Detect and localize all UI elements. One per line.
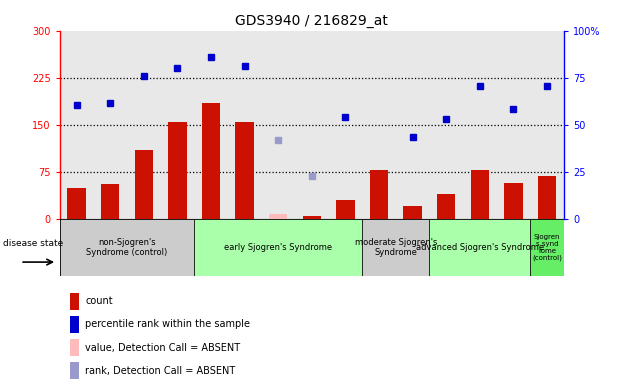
Text: disease state: disease state xyxy=(3,239,64,248)
Bar xyxy=(70,339,79,356)
Text: value, Detection Call = ABSENT: value, Detection Call = ABSENT xyxy=(85,343,240,353)
Bar xyxy=(228,31,261,219)
Text: early Sjogren's Syndrome: early Sjogren's Syndrome xyxy=(224,243,332,252)
FancyBboxPatch shape xyxy=(430,219,530,276)
Bar xyxy=(437,194,455,219)
FancyBboxPatch shape xyxy=(60,219,194,276)
Bar xyxy=(538,176,556,219)
Bar xyxy=(202,103,220,219)
Bar xyxy=(161,31,194,219)
Bar xyxy=(403,206,422,219)
Text: count: count xyxy=(85,296,113,306)
Bar xyxy=(295,31,329,219)
Bar xyxy=(70,316,79,333)
Bar xyxy=(93,31,127,219)
Bar xyxy=(194,31,228,219)
FancyBboxPatch shape xyxy=(194,219,362,276)
Bar xyxy=(463,31,496,219)
Text: advanced Sjogren's Syndrome: advanced Sjogren's Syndrome xyxy=(416,243,544,252)
Bar xyxy=(504,182,523,219)
Bar xyxy=(261,31,295,219)
Bar xyxy=(302,216,321,219)
Bar xyxy=(101,184,120,219)
Bar xyxy=(430,31,463,219)
Bar xyxy=(396,31,430,219)
Bar xyxy=(60,31,93,219)
Bar xyxy=(168,122,186,219)
Bar xyxy=(67,187,86,219)
Title: GDS3940 / 216829_at: GDS3940 / 216829_at xyxy=(236,14,388,28)
Text: percentile rank within the sample: percentile rank within the sample xyxy=(85,319,250,329)
Text: rank, Detection Call = ABSENT: rank, Detection Call = ABSENT xyxy=(85,366,235,376)
Bar xyxy=(336,200,355,219)
Bar xyxy=(269,214,287,219)
Bar xyxy=(135,150,153,219)
Bar xyxy=(70,293,79,310)
Bar xyxy=(329,31,362,219)
Bar xyxy=(496,31,530,219)
Bar xyxy=(370,170,388,219)
Bar xyxy=(471,170,489,219)
Bar xyxy=(236,122,254,219)
Bar xyxy=(70,362,79,379)
Text: Sjogren
s synd
rome
(control): Sjogren s synd rome (control) xyxy=(532,234,562,262)
Text: non-Sjogren's
Syndrome (control): non-Sjogren's Syndrome (control) xyxy=(86,238,168,257)
Bar xyxy=(127,31,161,219)
FancyBboxPatch shape xyxy=(362,219,430,276)
Bar xyxy=(362,31,396,219)
Bar xyxy=(530,31,564,219)
Text: moderate Sjogren's
Syndrome: moderate Sjogren's Syndrome xyxy=(355,238,437,257)
FancyBboxPatch shape xyxy=(530,219,564,276)
